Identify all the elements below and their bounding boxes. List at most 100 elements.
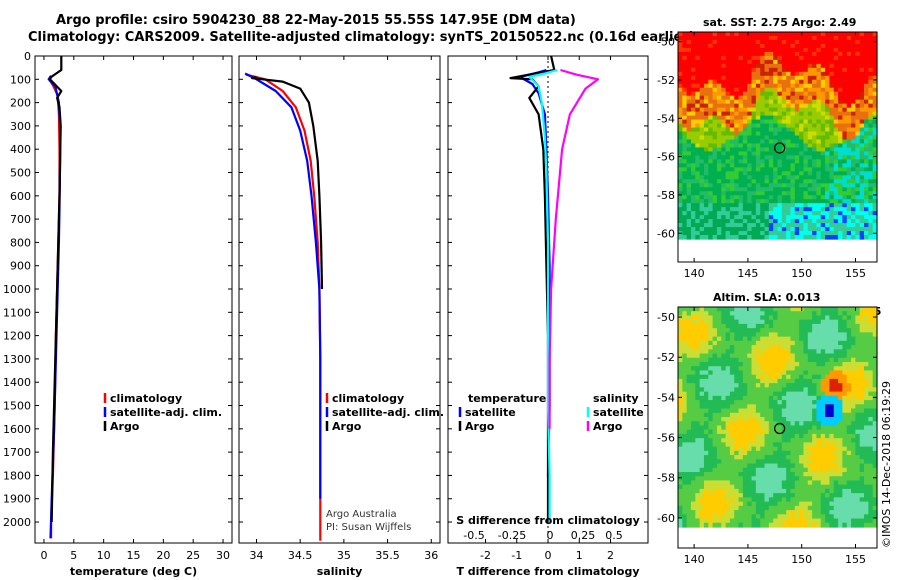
map-cell (695, 99, 701, 105)
map-cell (734, 323, 740, 329)
map-cell (695, 91, 701, 97)
map-cell (690, 107, 696, 113)
map-cell (716, 219, 722, 224)
x-tick-label: 34 (249, 549, 263, 562)
map-cell (777, 505, 783, 511)
map-cell (807, 87, 813, 93)
map-cell (807, 159, 813, 164)
map-cell (734, 417, 740, 422)
map-cell (799, 319, 805, 325)
map-cell (803, 47, 809, 53)
map-cell (825, 340, 831, 346)
map-cell (846, 484, 852, 490)
map-cell (825, 476, 831, 482)
map-cell (734, 179, 740, 184)
map-cell (812, 421, 818, 427)
map-cell (712, 374, 718, 380)
map-cell (738, 353, 744, 359)
map-cell (721, 345, 727, 350)
map-cell (725, 345, 731, 350)
map-cell (725, 522, 731, 528)
map-cell (846, 111, 852, 117)
map-cell (790, 87, 796, 93)
map-cell (751, 127, 757, 133)
map-cell (760, 412, 766, 418)
map-cell (755, 455, 761, 460)
map-cell (777, 151, 783, 156)
map-cell (790, 395, 796, 401)
map-cell (760, 319, 766, 325)
map-cell (872, 151, 878, 156)
map-cell (816, 510, 822, 515)
map-cell (699, 484, 705, 490)
map-cell (729, 111, 735, 117)
map-cell (686, 139, 692, 145)
map-cell (781, 328, 787, 333)
map-cell (690, 207, 696, 212)
map-cell (816, 446, 822, 452)
map-cell (734, 195, 740, 200)
map-cell (690, 345, 696, 350)
map-cell (816, 357, 822, 363)
map-cell (799, 211, 805, 216)
map-cell (864, 39, 869, 45)
map-cell (820, 151, 826, 156)
map-cell (786, 421, 792, 427)
map-cell (786, 353, 792, 359)
map-cell (716, 463, 722, 469)
map-cell (786, 175, 792, 180)
map-cell (703, 171, 709, 176)
map-cell (712, 501, 718, 507)
map-cell (755, 315, 761, 321)
map-cell (777, 95, 783, 101)
map-cell (790, 446, 796, 452)
map-cell (794, 187, 800, 192)
map-cell (799, 476, 805, 482)
map-cell (777, 315, 783, 321)
map-cell (734, 207, 740, 212)
map-cell (851, 497, 856, 503)
map-cell (799, 408, 805, 414)
map-cell (755, 488, 761, 494)
map-cell (803, 39, 809, 45)
map-cell (768, 231, 774, 236)
map-cell (747, 518, 753, 524)
map-cell (868, 366, 874, 372)
map-cell (838, 223, 843, 228)
map-cell (742, 75, 748, 81)
map-cell (729, 35, 735, 41)
map-cell (751, 349, 757, 355)
map-cell (699, 51, 705, 57)
map-cell (812, 143, 818, 149)
map-cell (864, 103, 869, 109)
map-cell (786, 203, 792, 208)
map-cell (773, 219, 779, 224)
map-cell (807, 111, 813, 117)
map-cell (708, 332, 714, 338)
map-cell (764, 107, 770, 113)
map-cell (764, 484, 770, 490)
map-cell (682, 115, 688, 121)
map-cell (678, 207, 683, 212)
map-cell (803, 450, 809, 456)
map-cell (725, 446, 731, 452)
map-cell (777, 518, 783, 524)
map-cell (842, 79, 848, 85)
map-cell (794, 143, 800, 149)
map-cell (807, 231, 813, 236)
map-cell (825, 505, 831, 511)
map-cell (842, 362, 848, 367)
map-cell (829, 107, 835, 113)
map-cell (855, 103, 861, 109)
map-cell (859, 429, 865, 435)
map-cell (703, 307, 709, 312)
map-cell (682, 87, 688, 93)
map-cell (703, 167, 709, 172)
map-cell (703, 55, 709, 61)
map-cell (812, 75, 818, 81)
map-cell (855, 442, 861, 448)
map-cell (833, 67, 839, 73)
map-cell (790, 323, 796, 329)
map-cell (712, 159, 718, 164)
map-cell (695, 111, 701, 117)
